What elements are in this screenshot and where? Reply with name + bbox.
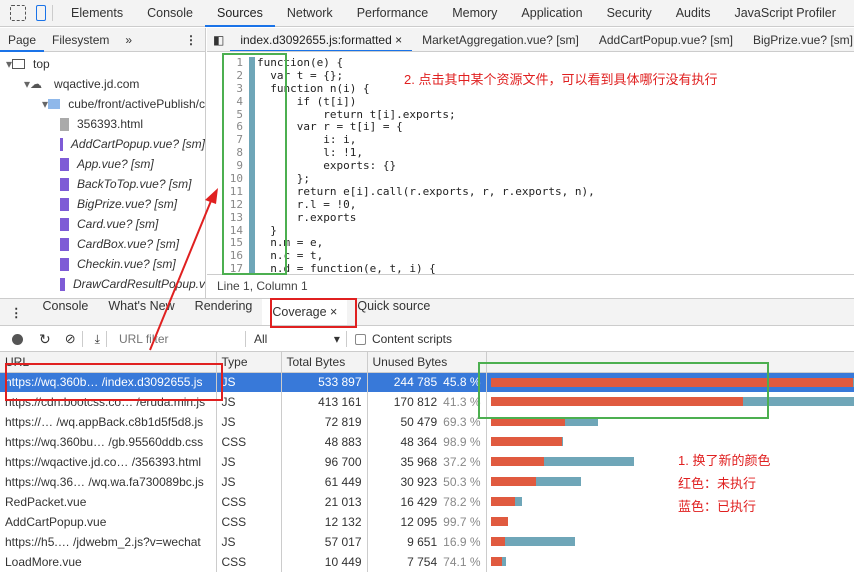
annotation-red: 红色：未执行	[678, 473, 756, 492]
annotation-blue: 蓝色：已执行	[678, 496, 756, 515]
annotation-step1: 1. 换了新的颜色	[678, 450, 770, 469]
